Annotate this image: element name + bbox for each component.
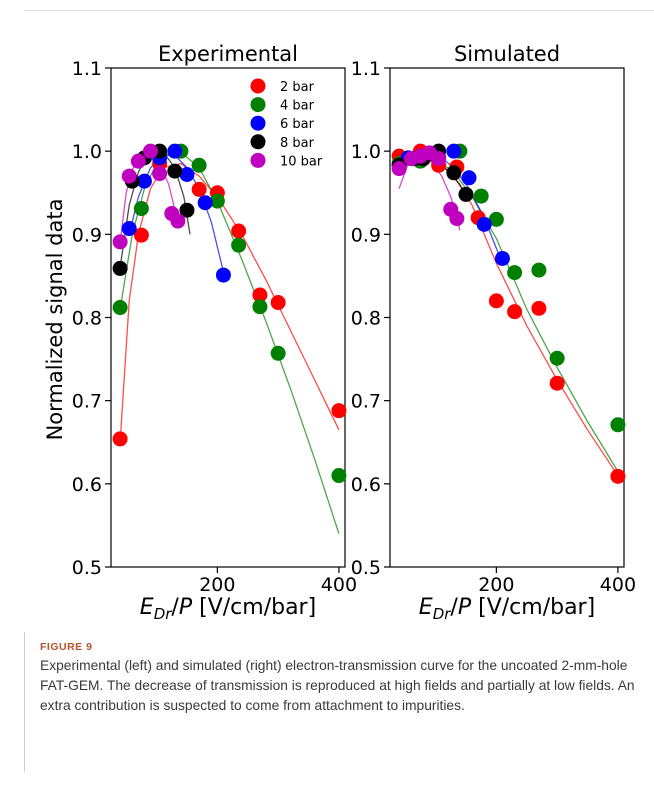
x-tick-label: 400 [600,574,636,596]
data-point [121,221,137,237]
data-point [133,201,149,217]
data-point [391,161,407,177]
x-axis-label: EDr/P [V/cm/bar] [419,595,595,623]
x-axis-label: EDr/P [V/cm/bar] [140,595,316,623]
legend-marker [250,134,266,150]
panel-experimental: Experimental 0.5 0.6 0.7 0.8 0.9 1.0 1.1 200 400 N… [43,42,357,596]
figure-chart: Experimental 0.5 0.6 0.7 0.8 0.9 1.0 1.1 200 400 N… [43,42,636,623]
fit-line [119,151,340,534]
legend-marker [250,97,266,113]
y-tick-label: 1.1 [351,58,381,80]
data-point [488,293,504,309]
data-point [449,211,465,227]
data-point [136,173,152,189]
legend-label: 4 bar [280,99,315,114]
data-point [179,202,195,218]
y-tick-label: 0.5 [72,557,102,579]
data-point [112,300,128,316]
data-point [610,468,626,484]
figure-caption: FIGURE 9 Experimental (left) and simulat… [40,641,636,716]
data-point [167,143,183,159]
panel-simulated: Simulated 0.5 0.6 0.7 0.8 0.9 1.0 1.1 200 400 [351,42,636,596]
data-point [431,151,447,167]
data-point [270,345,286,361]
chart-title: Experimental [158,42,298,66]
data-point [215,267,231,283]
top-rule [24,10,654,11]
y-tick-label: 0.8 [351,308,381,330]
x-tick-label: 200 [478,574,514,596]
data-point [143,143,159,159]
data-point [446,165,462,181]
caption-text: Experimental (left) and simulated (right… [40,658,635,713]
y-tick-label: 0.5 [351,557,381,579]
data-point [252,299,268,315]
data-point [121,168,137,184]
y-tick-label: 0.7 [351,391,381,413]
data-point [133,227,149,243]
data-point [130,153,146,169]
data-point [191,181,207,197]
y-tick-label: 0.9 [351,224,381,246]
data-point [179,166,195,182]
y-tick-label: 0.7 [72,391,102,413]
data-point [507,265,523,281]
data-point [476,216,492,232]
data-point [461,170,477,186]
data-point [197,195,213,211]
data-point [270,295,286,311]
caption-side-rule [24,632,25,772]
data-point [112,431,128,447]
data-point [191,157,207,173]
data-point [446,143,462,159]
data-point [610,417,626,433]
data-point [167,163,183,179]
legend-label: 2 bar [280,80,315,95]
data-point [209,193,225,209]
data-point [152,166,168,182]
data-point [507,304,523,320]
data-point [231,237,247,253]
legend-marker [250,115,266,131]
data-point [331,403,347,419]
plot-frame [389,67,625,568]
data-point [112,234,128,250]
data-point [252,287,268,303]
data-point [473,188,489,204]
data-point [488,211,504,227]
x-tick-label: 200 [199,574,235,596]
y-tick-label: 0.9 [72,224,102,246]
data-point [549,350,565,366]
data-point [458,186,474,202]
data-point [170,213,186,229]
data-point [112,260,128,276]
fit-line [119,162,340,443]
y-tick-label: 1.1 [72,58,102,80]
legend-label: 8 bar [280,136,315,151]
data-point [494,250,510,266]
figure-label: FIGURE 9 [40,641,93,653]
chart-title: Simulated [454,42,560,66]
data-point [331,468,347,484]
y-tick-label: 0.8 [72,308,102,330]
data-point [531,300,547,316]
legend-label: 10 bar [280,154,323,169]
legend-label: 6 bar [280,117,315,132]
data-point [531,262,547,278]
legend-marker [250,152,266,168]
data-point [231,223,247,239]
legend-marker [250,78,266,94]
y-tick-label: 1.0 [72,141,102,163]
y-tick-label: 0.6 [351,474,381,496]
data-point [549,375,565,391]
x-tick-label: 400 [321,574,357,596]
y-axis-label: Normalized signal data [43,199,67,441]
y-tick-label: 1.0 [351,141,381,163]
y-tick-label: 0.6 [72,474,102,496]
